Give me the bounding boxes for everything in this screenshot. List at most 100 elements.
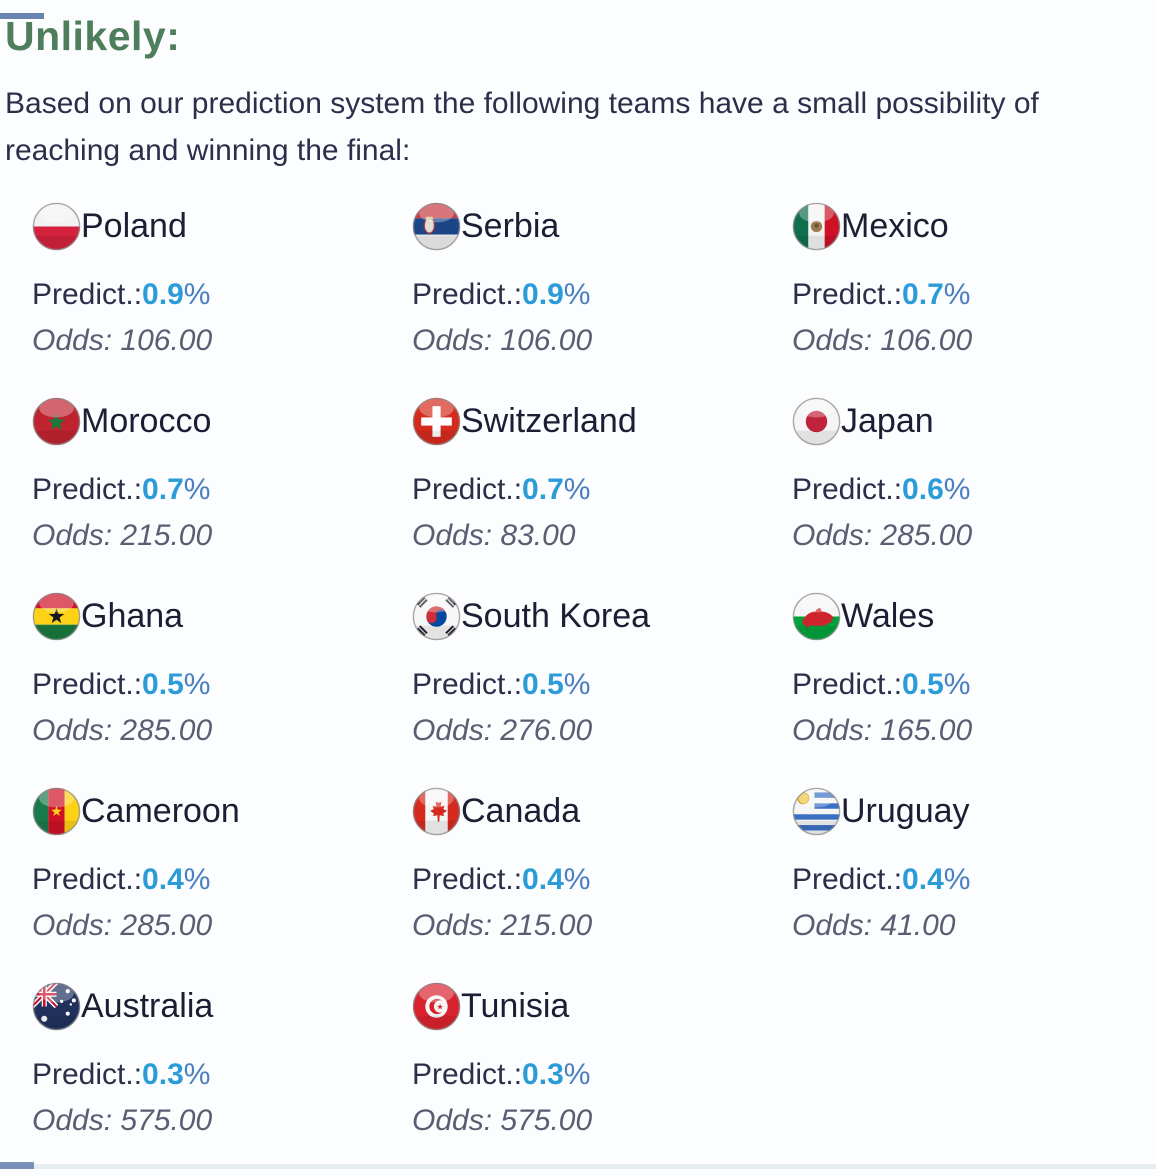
team-name: Cameroon [81, 791, 240, 830]
odds-label: Odds: [792, 324, 873, 357]
predict-value: 0.3 [142, 1058, 184, 1091]
predict-label: Predict.: [32, 473, 143, 506]
odds-line: Odds: 276.00 [412, 715, 792, 747]
team-card: Australia Predict.:0.3% Odds: 575.00 [32, 981, 412, 1176]
team-line: Canada [412, 786, 792, 836]
flag-ghana-icon [32, 592, 81, 641]
team-card: Uruguay Predict.:0.4% Odds: 41.00 [792, 786, 1156, 981]
team-name: Poland [81, 206, 187, 245]
team-card: Poland Predict.:0.9% Odds: 106.00 [32, 201, 412, 396]
predict-value: 0.5 [522, 668, 564, 701]
odds-label: Odds: [32, 714, 113, 747]
odds-line: Odds: 285.00 [32, 715, 412, 747]
team-line: Japan [792, 396, 1156, 446]
predict-label: Predict.: [32, 1058, 143, 1091]
odds-value: 83.00 [500, 519, 576, 552]
team-line: Mexico [792, 201, 1156, 251]
team-line: Serbia [412, 201, 792, 251]
flag-japan-icon [792, 397, 841, 446]
odds-label: Odds: [32, 324, 113, 357]
flag-uruguay-icon [792, 787, 841, 836]
predict-value: 0.7 [142, 473, 184, 506]
predict-label: Predict.: [32, 668, 143, 701]
predict-value: 0.4 [522, 863, 564, 896]
predict-line: Predict.:0.5% [32, 669, 412, 701]
team-line: Wales [792, 591, 1156, 641]
team-card: Japan Predict.:0.6% Odds: 285.00 [792, 396, 1156, 591]
odds-value: 215.00 [500, 909, 593, 942]
odds-line: Odds: 215.00 [412, 910, 792, 942]
odds-line: Odds: 106.00 [32, 325, 412, 357]
percent-sign: % [183, 1058, 211, 1091]
predict-label: Predict.: [412, 1058, 523, 1091]
percent-sign: % [563, 863, 591, 896]
percent-sign: % [183, 668, 211, 701]
predict-value: 0.9 [142, 278, 184, 311]
flag-mexico-icon [792, 202, 841, 251]
percent-sign: % [943, 278, 971, 311]
odds-line: Odds: 285.00 [32, 910, 412, 942]
odds-label: Odds: [32, 519, 113, 552]
percent-sign: % [183, 278, 211, 311]
odds-value: 106.00 [880, 324, 973, 357]
team-name: Australia [81, 986, 214, 1025]
team-card: South Korea Predict.:0.5% Odds: 276.00 [412, 591, 792, 786]
odds-label: Odds: [792, 909, 873, 942]
odds-label: Odds: [412, 909, 493, 942]
flag-australia-icon [32, 982, 81, 1031]
predict-line: Predict.:0.3% [412, 1059, 792, 1091]
percent-sign: % [943, 473, 971, 506]
odds-label: Odds: [412, 1104, 493, 1137]
predict-line: Predict.:0.4% [792, 864, 1156, 896]
team-name: Mexico [841, 206, 949, 245]
odds-value: 575.00 [120, 1104, 213, 1137]
flag-poland-icon [32, 202, 81, 251]
percent-sign: % [563, 1058, 591, 1091]
flag-morocco-icon [32, 397, 81, 446]
flag-serbia-icon [412, 202, 461, 251]
predict-label: Predict.: [412, 473, 523, 506]
odds-value: 285.00 [880, 519, 973, 552]
odds-line: Odds: 215.00 [32, 520, 412, 552]
team-card: Serbia Predict.:0.9% Odds: 106.00 [412, 201, 792, 396]
team-name: Switzerland [461, 401, 637, 440]
predict-value: 0.5 [142, 668, 184, 701]
team-name: Wales [841, 596, 935, 635]
predict-line: Predict.:0.5% [792, 669, 1156, 701]
flag-tunisia-icon [412, 982, 461, 1031]
percent-sign: % [943, 863, 971, 896]
predict-value: 0.5 [902, 668, 944, 701]
predict-line: Predict.:0.9% [412, 279, 792, 311]
team-line: Ghana [32, 591, 412, 641]
teams-grid: Poland Predict.:0.9% Odds: 106.00 Serbia… [32, 201, 1156, 1176]
predict-line: Predict.:0.4% [412, 864, 792, 896]
predict-value: 0.7 [522, 473, 564, 506]
odds-label: Odds: [32, 1104, 113, 1137]
predict-value: 0.6 [902, 473, 944, 506]
team-name: South Korea [461, 596, 651, 635]
odds-label: Odds: [792, 714, 873, 747]
predict-value: 0.3 [522, 1058, 564, 1091]
odds-line: Odds: 106.00 [792, 325, 1156, 357]
percent-sign: % [183, 473, 211, 506]
odds-line: Odds: 106.00 [412, 325, 792, 357]
flag-cameroon-icon [32, 787, 81, 836]
predict-label: Predict.: [32, 278, 143, 311]
predict-label: Predict.: [412, 278, 523, 311]
predict-label: Predict.: [412, 668, 523, 701]
odds-label: Odds: [412, 324, 493, 357]
team-name: Canada [461, 791, 581, 830]
odds-line: Odds: 165.00 [792, 715, 1156, 747]
predict-line: Predict.:0.6% [792, 474, 1156, 506]
odds-value: 285.00 [120, 714, 213, 747]
team-card: Switzerland Predict.:0.7% Odds: 83.00 [412, 396, 792, 591]
top-left-accent-bar [0, 13, 44, 19]
odds-value: 215.00 [120, 519, 213, 552]
predict-value: 0.9 [522, 278, 564, 311]
team-line: Poland [32, 201, 412, 251]
predict-line: Predict.:0.7% [412, 474, 792, 506]
team-card: Canada Predict.:0.4% Odds: 215.00 [412, 786, 792, 981]
team-name: Japan [841, 401, 934, 440]
flag-switzerland-icon [412, 397, 461, 446]
predict-label: Predict.: [32, 863, 143, 896]
